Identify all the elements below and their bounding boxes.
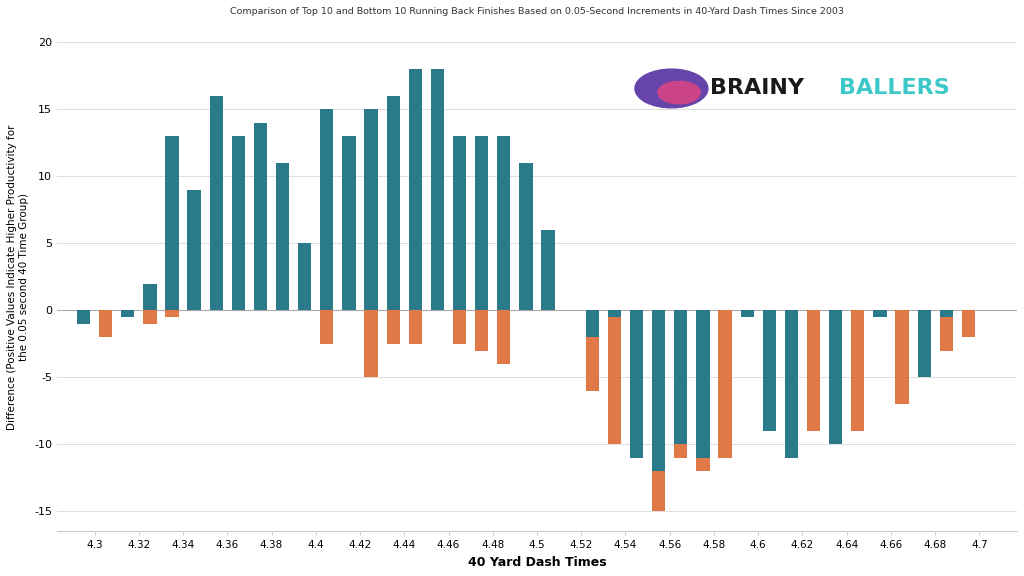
Bar	[542, 230, 555, 310]
Bar	[365, 109, 378, 310]
Bar	[210, 96, 223, 310]
Circle shape	[658, 81, 700, 104]
Bar	[608, 310, 622, 317]
Bar	[121, 310, 134, 317]
Bar	[453, 310, 466, 344]
Bar	[696, 310, 710, 458]
Y-axis label: Difference (Positive Values Indicate Higher Productivity for
the 0.05 second 40 : Difference (Positive Values Indicate Hig…	[7, 124, 29, 430]
Bar	[674, 310, 687, 458]
Bar	[431, 69, 444, 310]
Bar	[231, 136, 245, 310]
Bar	[231, 257, 245, 310]
Bar	[719, 310, 732, 458]
Bar	[409, 69, 422, 310]
Bar	[784, 310, 798, 431]
Bar	[895, 310, 908, 404]
Bar	[453, 136, 466, 310]
Bar	[77, 310, 90, 324]
Bar	[276, 297, 289, 310]
Bar	[630, 310, 643, 458]
Bar	[298, 244, 311, 310]
Bar	[187, 244, 201, 310]
Bar	[143, 283, 157, 310]
Bar	[962, 310, 975, 337]
Bar	[276, 163, 289, 310]
Bar	[696, 310, 710, 471]
Circle shape	[635, 69, 708, 108]
Bar	[298, 297, 311, 310]
Bar	[210, 270, 223, 310]
Bar	[829, 310, 843, 444]
Bar	[652, 310, 666, 471]
Bar	[586, 310, 599, 391]
Bar	[387, 96, 399, 310]
Bar	[321, 310, 334, 344]
X-axis label: 40 Yard Dash Times: 40 Yard Dash Times	[468, 556, 606, 569]
Text: BRAINY: BRAINY	[710, 78, 804, 98]
Bar	[586, 310, 599, 337]
Text: BALLERS: BALLERS	[840, 78, 950, 98]
Bar	[940, 310, 953, 317]
Bar	[784, 310, 798, 458]
Bar	[608, 310, 622, 444]
Bar	[763, 310, 776, 317]
Bar	[342, 136, 355, 310]
Bar	[387, 310, 399, 344]
Bar	[475, 310, 488, 351]
Bar	[165, 310, 178, 317]
Bar	[99, 310, 113, 337]
Bar	[519, 163, 532, 310]
Bar	[873, 310, 887, 317]
Bar	[940, 310, 953, 351]
Bar	[165, 136, 178, 310]
Bar	[187, 190, 201, 310]
Bar	[740, 310, 754, 317]
Bar	[321, 109, 334, 310]
Bar	[652, 310, 666, 511]
Bar	[254, 283, 267, 310]
Bar	[740, 310, 754, 317]
Bar	[851, 310, 864, 431]
Bar	[918, 310, 931, 377]
Title: Comparison of Top 10 and Bottom 10 Running Back Finishes Based on 0.05-Second In: Comparison of Top 10 and Bottom 10 Runni…	[230, 7, 844, 16]
Bar	[763, 310, 776, 431]
Bar	[475, 136, 488, 310]
Bar	[498, 310, 510, 364]
Bar	[365, 310, 378, 377]
Bar	[498, 136, 510, 310]
Bar	[121, 310, 134, 317]
Bar	[807, 310, 820, 431]
Bar	[674, 310, 687, 444]
Bar	[409, 310, 422, 344]
Bar	[143, 310, 157, 324]
Bar	[254, 123, 267, 310]
Bar	[630, 310, 643, 458]
